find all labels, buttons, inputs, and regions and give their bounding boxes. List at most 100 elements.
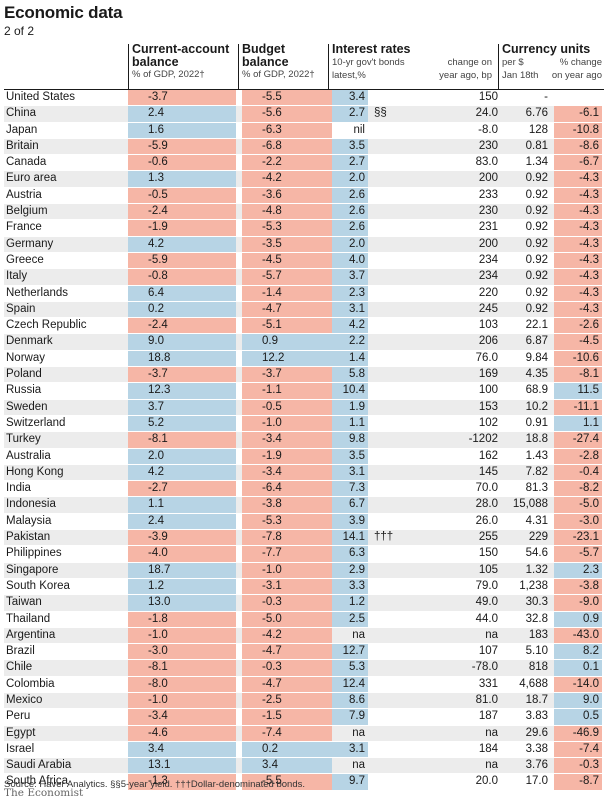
bp-change-cell: 26.0 (408, 513, 502, 531)
bond-yield-cell: na (332, 757, 368, 775)
fx-rate-cell: 29.6 (502, 724, 552, 742)
country-cell-value: Israel (6, 742, 35, 755)
fx-change-cell-value: -4.3 (579, 253, 599, 266)
budget-cell-value: -4.7 (262, 302, 282, 315)
bond-yield-cell-value: na (352, 726, 365, 739)
budget-cell-value: -7.8 (262, 531, 282, 544)
budget-cell-fill: -6.8 (242, 138, 332, 155)
fx-rate-cell: 1.43 (502, 447, 552, 465)
budget-cell: -1.4 (236, 285, 332, 302)
fx-rate-cell-value: 7.82 (525, 465, 548, 478)
current-account-cell: -1.0 (128, 692, 236, 710)
fx-change-cell: -8.6 (552, 138, 602, 156)
budget-cell-fill: -5.5 (242, 774, 332, 790)
bond-yield-cell: 3.7 (332, 268, 368, 286)
bp-change-cell: 49.0 (408, 594, 502, 612)
bond-yield-cell-fill: 4.2 (332, 318, 368, 334)
current-account-cell: -8.1 (128, 431, 236, 449)
budget-cell-fill: 12.2 (242, 350, 332, 367)
fx-rate-cell: 4.35 (502, 366, 552, 384)
current-account-cell-fill: 3.7 (128, 399, 236, 415)
budget-cell-fill: -4.7 (242, 644, 332, 660)
fx-rate-cell: 128 (502, 122, 552, 139)
table-row: Singapore 18.7 -1.0 2.9 105 1.32 2.3 (4, 562, 602, 579)
header-divider (238, 44, 239, 89)
fx-change-cell-value: -23.1 (572, 531, 599, 544)
bond-yield-cell: 6.3 (332, 545, 368, 563)
bond-yield-cell: 14.1 (332, 529, 368, 547)
current-account-cell-fill: -8.1 (128, 432, 236, 448)
footnote-mark-cell (368, 317, 408, 335)
current-account-cell-value: 6.4 (148, 286, 164, 299)
budget-cell: -4.7 (236, 643, 332, 661)
current-account-cell: -2.4 (128, 203, 236, 221)
footnote-mark-cell (368, 350, 408, 368)
page-subtitle: 2 of 2 (4, 24, 35, 38)
current-account-cell-fill: 18.8 (128, 350, 236, 367)
fx-change-cell-fill: -4.3 (554, 269, 602, 285)
bp-change-cell-value: 162 (478, 449, 498, 462)
country-cell: Brazil (4, 643, 128, 661)
current-account-cell: 12.3 (128, 382, 236, 400)
fx-rate-cell-value: 29.6 (525, 726, 548, 739)
country-cell-value: Mexico (6, 693, 43, 706)
fx-change-cell-fill: -7.4 (554, 741, 602, 758)
bp-change-cell-value: 79.0 (475, 579, 498, 592)
footnote-mark-cell (368, 219, 408, 237)
footnote-mark-cell (368, 578, 408, 596)
bp-change-cell: 234 (408, 268, 502, 286)
bond-yield-cell: na (332, 626, 368, 645)
current-account-cell-fill: 1.6 (128, 122, 236, 138)
current-account-cell: -1.0 (128, 626, 236, 645)
fx-change-cell-fill: -11.1 (554, 399, 602, 415)
fx-rate-cell: 68.9 (502, 382, 552, 400)
budget-cell-value: -1.5 (262, 710, 282, 723)
current-account-cell-value: -5.9 (148, 253, 168, 266)
country-cell: Egypt (4, 724, 128, 742)
budget-cell: -3.4 (236, 464, 332, 482)
bp-change-cell: 200 (408, 170, 502, 188)
table-row: Colombia -8.0 -4.7 12.4 331 4,688 -14.0 (4, 676, 602, 693)
fx-change-cell: -4.3 (552, 268, 602, 286)
fx-change-cell: -4.3 (552, 203, 602, 221)
bond-yield-cell-fill: 3.9 (332, 513, 368, 530)
current-account-cell-value: 12.3 (148, 384, 171, 397)
header-title: balance (242, 55, 289, 69)
country-cell-value: Greece (6, 253, 44, 266)
table-row: Netherlands 6.4 -1.4 2.3 220 0.92 -4.3 (4, 285, 602, 302)
bond-yield-cell: 10.4 (332, 382, 368, 400)
fx-change-cell-value: -8.6 (579, 139, 599, 152)
budget-cell: -4.2 (236, 170, 332, 188)
budget-cell-value: -1.0 (262, 563, 282, 576)
fx-rate-cell: 17.0 (502, 773, 552, 791)
budget-cell: -5.1 (236, 317, 332, 335)
current-account-cell-fill: 3.4 (128, 741, 236, 758)
bp-change-cell-value: 28.0 (475, 498, 498, 511)
country-cell-value: Japan (6, 123, 38, 136)
fx-change-cell: -2.8 (552, 447, 602, 465)
budget-cell-value: -5.0 (262, 612, 282, 625)
bp-change-cell-value: 103 (478, 319, 498, 332)
header-sub: latest,% (332, 70, 366, 81)
country-cell-value: Italy (6, 270, 28, 283)
bp-change-cell: 102 (408, 415, 502, 433)
bp-change-cell: 220 (408, 285, 502, 302)
fx-change-cell-fill: -2.6 (554, 318, 602, 334)
bp-change-cell-value: 206 (478, 335, 498, 348)
footnote-mark-cell (368, 301, 408, 319)
bond-yield-cell-fill: 5.8 (332, 367, 368, 383)
fx-change-cell-fill: 0.9 (554, 611, 602, 627)
fx-change-cell-fill: -8.1 (554, 367, 602, 383)
bond-yield-cell: 2.6 (332, 187, 368, 205)
bp-change-cell-value: 102 (478, 416, 498, 429)
fx-change-cell: -7.4 (552, 741, 602, 759)
country-cell: Netherlands (4, 285, 128, 302)
budget-cell-fill: -4.2 (242, 627, 332, 644)
bond-yield-cell-fill: 3.1 (332, 301, 368, 318)
country-cell: Saudi Arabia (4, 757, 128, 775)
budget-cell-value: 0.2 (262, 742, 278, 755)
fx-rate-cell-value: 54.6 (525, 547, 548, 560)
fx-change-cell-fill: 0.5 (554, 709, 602, 725)
fx-rate-cell: 5.10 (502, 643, 552, 661)
current-account-cell-fill: -1.8 (128, 611, 236, 627)
